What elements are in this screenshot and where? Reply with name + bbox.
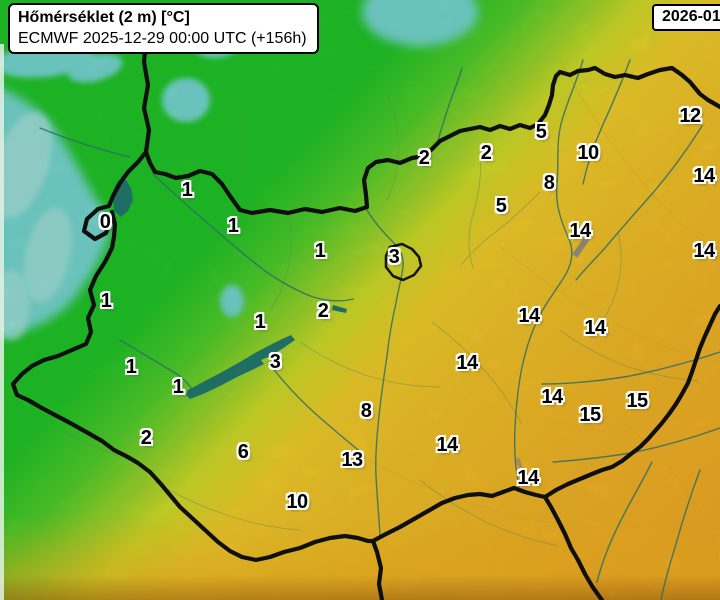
border-west-south-east	[10, 149, 720, 563]
temp-label: 3	[269, 351, 281, 374]
lake-balaton	[186, 335, 295, 399]
temp-label: 3	[388, 246, 400, 269]
border-north	[141, 37, 720, 216]
river-tisza	[513, 59, 584, 488]
valid-date-box: 2026-01-	[652, 4, 720, 31]
temp-label: 1	[314, 240, 326, 263]
temp-label: 1	[254, 311, 266, 334]
temp-label: 14	[693, 165, 715, 188]
temp-label: 1	[181, 179, 193, 202]
river	[596, 461, 653, 583]
river-danube	[366, 209, 404, 537]
river-raba	[152, 173, 354, 302]
map-title-box: Hőmérséklet (2 m) [°C] ECMWF 2025-12-29 …	[8, 3, 319, 55]
temp-label: 1	[125, 356, 137, 379]
lake-tisza-gray	[515, 236, 590, 469]
model-run-label: ECMWF 2025-12-29 00:00 UTC (+156h)	[18, 30, 307, 48]
temp-label: 8	[360, 400, 372, 423]
river-sio	[267, 361, 363, 454]
temp-label: 10	[577, 142, 599, 165]
lake-velence	[332, 305, 347, 313]
temp-label: 5	[495, 195, 507, 218]
temp-label: 2	[317, 300, 329, 323]
river	[39, 127, 131, 158]
river-zala	[119, 339, 194, 392]
temp-label: 1	[100, 290, 112, 313]
border-danube-south	[370, 538, 385, 600]
river	[582, 59, 631, 185]
temp-label: 14	[517, 467, 539, 490]
border-southeast	[542, 494, 605, 600]
contour-lines	[367, 59, 720, 561]
temp-label: 14	[584, 317, 606, 340]
temp-label: 10	[286, 491, 308, 514]
temp-label: 2	[480, 142, 492, 165]
temp-label: 6	[237, 441, 249, 464]
temp-label: 2	[140, 427, 152, 450]
temp-label: 0	[99, 211, 111, 234]
temp-label: 8	[543, 172, 555, 195]
temp-label: 1	[227, 215, 239, 238]
river-ipoly	[436, 67, 463, 146]
temp-label: 14	[541, 386, 563, 409]
river	[575, 125, 703, 281]
temp-label: 13	[341, 449, 363, 472]
valid-date-text: 2026-01-	[662, 8, 720, 25]
budapest-boundary	[384, 242, 423, 282]
map-left-edge	[0, 44, 4, 600]
temp-label: 14	[456, 352, 478, 375]
rivers	[39, 59, 720, 600]
temp-label: 14	[518, 305, 540, 328]
temp-label: 12	[679, 105, 701, 128]
temp-label: 15	[579, 404, 601, 427]
temp-label: 14	[569, 220, 591, 243]
map-title: Hőmérséklet (2 m) [°C]	[18, 9, 190, 26]
county-borders	[61, 95, 699, 547]
country-borders	[10, 37, 720, 600]
temp-label: 14	[436, 434, 458, 457]
river	[660, 469, 701, 600]
temp-label: 14	[693, 240, 715, 263]
temp-label: 15	[626, 390, 648, 413]
temp-label: 1	[172, 376, 184, 399]
river-koros	[541, 351, 720, 385]
temp-label: 2	[418, 147, 430, 170]
temp-label: 5	[535, 121, 547, 144]
